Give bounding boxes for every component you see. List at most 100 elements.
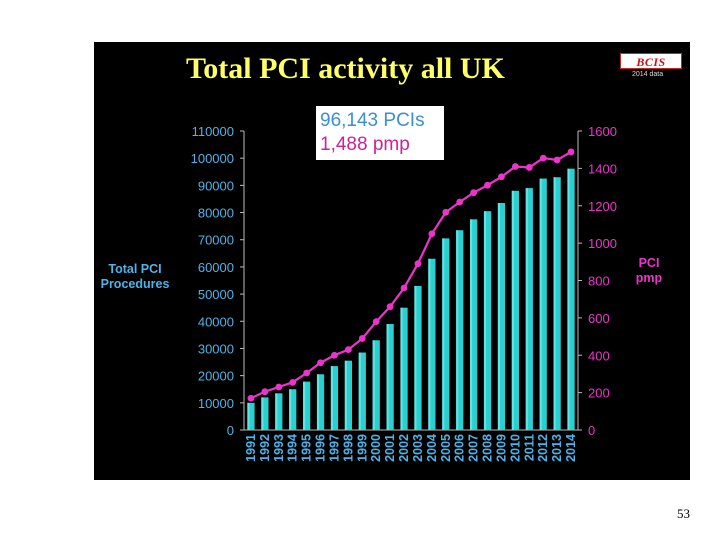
pmp-point bbox=[567, 148, 575, 156]
y-left-tick-label: 50000 bbox=[198, 287, 234, 302]
pmp-point bbox=[428, 230, 436, 238]
x-tick-label: 2010 bbox=[508, 434, 522, 462]
pmp-point bbox=[525, 164, 533, 171]
bar bbox=[511, 190, 519, 430]
bar bbox=[261, 397, 269, 430]
y-left-tick-label: 0 bbox=[227, 423, 234, 438]
pmp-point bbox=[275, 383, 283, 391]
summary-pmp: 1,488 pmp bbox=[320, 134, 410, 155]
pmp-line bbox=[250, 150, 572, 400]
bar-highlight bbox=[330, 366, 334, 430]
y-right-tick-label: 0 bbox=[588, 423, 595, 438]
bar-highlight bbox=[442, 238, 445, 430]
bar-highlight bbox=[525, 188, 528, 430]
pmp-point bbox=[372, 318, 380, 326]
y-left-tick-label: 70000 bbox=[198, 233, 234, 248]
y-axis-left-label: Total PCI Procedures bbox=[100, 262, 170, 291]
bar bbox=[358, 352, 366, 430]
bar bbox=[386, 323, 394, 430]
x-tick-label: 2009 bbox=[494, 434, 508, 462]
bar bbox=[456, 230, 464, 430]
x-tick-label: 2005 bbox=[439, 434, 453, 462]
bar bbox=[483, 211, 492, 430]
y-axis-right-label: PCI pmp bbox=[635, 256, 663, 285]
bar-highlight bbox=[539, 178, 542, 430]
pmp-point bbox=[414, 260, 422, 268]
pmp-point bbox=[289, 378, 297, 386]
pmp-point bbox=[317, 359, 324, 367]
pmp-point bbox=[511, 163, 519, 170]
bar bbox=[275, 393, 283, 430]
x-tick-label: 1999 bbox=[355, 434, 369, 462]
y-left-tick-label: 60000 bbox=[198, 260, 234, 275]
logo-text: BCIS bbox=[636, 55, 666, 69]
y-left-tick-label: 80000 bbox=[198, 206, 234, 221]
bar bbox=[316, 374, 325, 430]
y-right-tick-label: 600 bbox=[588, 311, 610, 326]
x-tick-label: 1998 bbox=[341, 434, 355, 462]
x-tick-label: 2002 bbox=[397, 434, 411, 462]
bar bbox=[303, 381, 311, 430]
bar-highlight bbox=[483, 211, 487, 430]
bar bbox=[442, 238, 450, 430]
x-tick-label: 2004 bbox=[425, 434, 439, 462]
pmp-point bbox=[331, 351, 338, 359]
chart-title: Total PCI activity all UK bbox=[186, 52, 505, 85]
y-right-tick-label: 400 bbox=[588, 348, 610, 363]
pmp-point bbox=[386, 303, 394, 311]
pmp-point bbox=[247, 394, 255, 402]
bar-highlight bbox=[344, 360, 347, 430]
bar-highlight bbox=[386, 323, 389, 430]
logo-badge: BCIS bbox=[620, 53, 682, 69]
pmp-point bbox=[400, 284, 408, 292]
y-right-tick-label: 800 bbox=[588, 274, 610, 289]
pmp-point bbox=[484, 181, 491, 189]
pmp-point bbox=[442, 208, 450, 216]
x-tick-label: 2011 bbox=[522, 434, 536, 461]
bar bbox=[428, 258, 436, 430]
bar-highlight bbox=[553, 177, 556, 430]
x-tick-label: 1995 bbox=[300, 434, 314, 462]
bar-highlight bbox=[456, 230, 459, 430]
x-tick-label: 1997 bbox=[327, 434, 341, 462]
x-tick-label: 2012 bbox=[536, 434, 550, 462]
pmp-point bbox=[553, 156, 561, 164]
x-tick-label: 2008 bbox=[481, 434, 495, 462]
x-tick-label: 1994 bbox=[286, 434, 300, 462]
y-right-tick-label: 200 bbox=[588, 386, 610, 401]
pmp-point bbox=[303, 369, 311, 377]
summary-box: 96,143 PCIs 1,488 pmp bbox=[316, 106, 444, 160]
bar bbox=[289, 389, 297, 430]
pmp-point bbox=[344, 346, 352, 354]
summary-pcis: 96,143 PCIs bbox=[320, 110, 425, 131]
bar bbox=[525, 188, 533, 430]
x-tick-label: 2001 bbox=[383, 434, 397, 462]
chart-panel: Total PCI activity all UK BCIS 2014 data… bbox=[94, 42, 690, 480]
bar-highlight bbox=[414, 285, 417, 430]
x-tick-label: 2003 bbox=[411, 434, 425, 462]
x-tick-label: 2014 bbox=[564, 434, 578, 462]
x-tick-label: 2013 bbox=[550, 434, 564, 462]
bar bbox=[400, 307, 408, 430]
y-right-tick-label: 1000 bbox=[588, 236, 617, 251]
bar bbox=[470, 219, 478, 430]
bar-highlight bbox=[261, 397, 264, 430]
bar-highlight bbox=[316, 374, 320, 430]
bar-highlight bbox=[497, 203, 501, 430]
logo-subtitle: 2014 data bbox=[632, 71, 664, 78]
y-left-tick-label: 40000 bbox=[198, 314, 234, 329]
slide-number: 53 bbox=[677, 506, 690, 521]
x-tick-label: 1993 bbox=[272, 434, 286, 462]
y-left-tick-label: 30000 bbox=[198, 341, 234, 356]
bar-highlight bbox=[372, 340, 375, 430]
bar bbox=[247, 402, 255, 430]
bar-highlight bbox=[511, 190, 514, 430]
y-left-tick-label: 10000 bbox=[198, 396, 234, 411]
y-right-tick-label: 1600 bbox=[588, 124, 617, 139]
bar bbox=[344, 360, 352, 430]
pmp-point bbox=[358, 335, 366, 342]
bar bbox=[372, 340, 380, 430]
x-tick-label: 2007 bbox=[467, 434, 481, 462]
bar-highlight bbox=[400, 307, 403, 430]
